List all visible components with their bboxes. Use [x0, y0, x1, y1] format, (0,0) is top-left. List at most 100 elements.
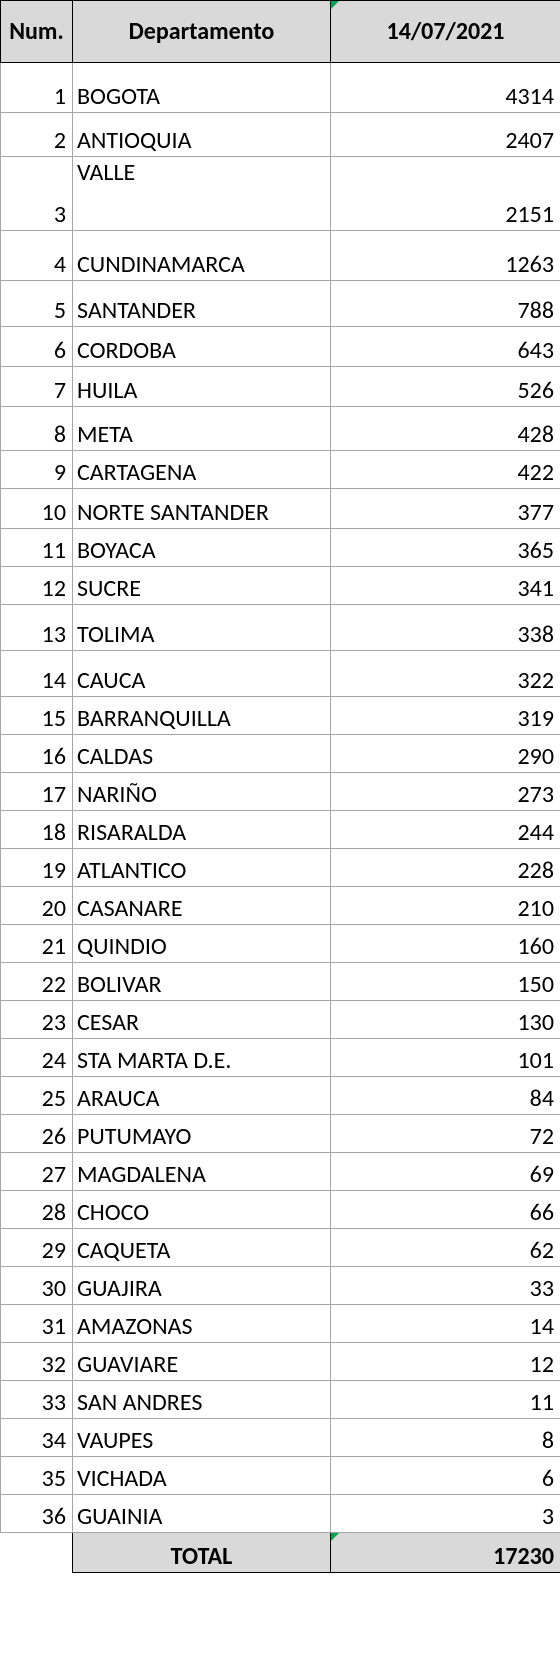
- table-row: 13TOLIMA338: [1, 605, 560, 651]
- cell-num: 33: [1, 1381, 73, 1419]
- cell-value: 273: [331, 773, 560, 811]
- cell-num: 14: [1, 651, 73, 697]
- cell-value: 150: [331, 963, 560, 1001]
- cell-departamento: CUNDINAMARCA: [73, 231, 331, 281]
- cell-num: 35: [1, 1457, 73, 1495]
- cell-departamento: SUCRE: [73, 567, 331, 605]
- cell-value: 338: [331, 605, 560, 651]
- cell-num: 2: [1, 113, 73, 157]
- table-row: 1BOGOTA4314: [1, 63, 560, 113]
- table-row: 19ATLANTICO228: [1, 849, 560, 887]
- cell-value: 422: [331, 451, 560, 489]
- table-row: 9CARTAGENA422: [1, 451, 560, 489]
- table-row: 29CAQUETA62: [1, 1229, 560, 1267]
- cell-value: 33: [331, 1267, 560, 1305]
- cell-departamento: ATLANTICO: [73, 849, 331, 887]
- cell-value: 84: [331, 1077, 560, 1115]
- cell-num: 29: [1, 1229, 73, 1267]
- cell-departamento: ARAUCA: [73, 1077, 331, 1115]
- cell-departamento: VAUPES: [73, 1419, 331, 1457]
- table-row: 10NORTE SANTANDER377: [1, 489, 560, 529]
- col-header-departamento: Departamento: [73, 1, 331, 63]
- cell-value: 377: [331, 489, 560, 529]
- col-header-num: Num.: [1, 1, 73, 63]
- cell-value: 322: [331, 651, 560, 697]
- table-row: 22BOLIVAR150: [1, 963, 560, 1001]
- cell-num: 25: [1, 1077, 73, 1115]
- cell-departamento: NORTE SANTANDER: [73, 489, 331, 529]
- cell-departamento: PUTUMAYO: [73, 1115, 331, 1153]
- cell-departamento: AMAZONAS: [73, 1305, 331, 1343]
- col-header-value: 14/07/2021: [331, 1, 560, 63]
- cell-value: 101: [331, 1039, 560, 1077]
- cell-departamento: HUILA: [73, 367, 331, 407]
- cell-departamento: VICHADA: [73, 1457, 331, 1495]
- table-row: 2ANTIOQUIA2407: [1, 113, 560, 157]
- table-row: 23CESAR130: [1, 1001, 560, 1039]
- cell-departamento: SANTANDER: [73, 281, 331, 327]
- cell-departamento: GUAINIA: [73, 1495, 331, 1533]
- cell-num: 19: [1, 849, 73, 887]
- cell-value: 4314: [331, 63, 560, 113]
- cell-value: 428: [331, 407, 560, 451]
- cell-num: 31: [1, 1305, 73, 1343]
- cell-departamento: GUAVIARE: [73, 1343, 331, 1381]
- cell-num: 17: [1, 773, 73, 811]
- cell-num: 11: [1, 529, 73, 567]
- table-row: 32GUAVIARE12: [1, 1343, 560, 1381]
- table-row: 28CHOCO66: [1, 1191, 560, 1229]
- cell-num: 26: [1, 1115, 73, 1153]
- cell-departamento: TOLIMA: [73, 605, 331, 651]
- cell-value: 12: [331, 1343, 560, 1381]
- cell-departamento: CAQUETA: [73, 1229, 331, 1267]
- cell-value: 69: [331, 1153, 560, 1191]
- cell-num: 12: [1, 567, 73, 605]
- cell-departamento: CHOCO: [73, 1191, 331, 1229]
- cell-value: 526: [331, 367, 560, 407]
- table-row: 18RISARALDA244: [1, 811, 560, 849]
- cell-num: 20: [1, 887, 73, 925]
- cell-departamento: GUAJIRA: [73, 1267, 331, 1305]
- cell-departamento: BOGOTA: [73, 63, 331, 113]
- cell-departamento: CORDOBA: [73, 327, 331, 367]
- cell-num: 21: [1, 925, 73, 963]
- cell-departamento: STA MARTA D.E.: [73, 1039, 331, 1077]
- cell-value: 2407: [331, 113, 560, 157]
- table-row: 14CAUCA322: [1, 651, 560, 697]
- cell-departamento: VALLE: [73, 157, 331, 231]
- cell-value: 210: [331, 887, 560, 925]
- table-row: 11BOYACA365: [1, 529, 560, 567]
- cell-departamento: NARIÑO: [73, 773, 331, 811]
- cell-num: 32: [1, 1343, 73, 1381]
- table-row: 12SUCRE341: [1, 567, 560, 605]
- table-row: 21QUINDIO160: [1, 925, 560, 963]
- table-row: 4CUNDINAMARCA1263: [1, 231, 560, 281]
- table-row: 3VALLE2151: [1, 157, 560, 231]
- cell-value: 14: [331, 1305, 560, 1343]
- table-row: 7HUILA526: [1, 367, 560, 407]
- cell-value: 1263: [331, 231, 560, 281]
- cell-departamento: CALDAS: [73, 735, 331, 773]
- table-row: 33SAN ANDRES11: [1, 1381, 560, 1419]
- cell-value: 3: [331, 1495, 560, 1533]
- table-row: 27MAGDALENA69: [1, 1153, 560, 1191]
- cell-num: 16: [1, 735, 73, 773]
- cell-departamento: ANTIOQUIA: [73, 113, 331, 157]
- cell-value: 643: [331, 327, 560, 367]
- cell-value: 6: [331, 1457, 560, 1495]
- cell-departamento: CARTAGENA: [73, 451, 331, 489]
- cell-departamento: META: [73, 407, 331, 451]
- cell-departamento: RISARALDA: [73, 811, 331, 849]
- table-row: 6CORDOBA643: [1, 327, 560, 367]
- cell-departamento: CAUCA: [73, 651, 331, 697]
- cell-value: 319: [331, 697, 560, 735]
- table-row: 15BARRANQUILLA319: [1, 697, 560, 735]
- cell-num: 1: [1, 63, 73, 113]
- cell-departamento: CASANARE: [73, 887, 331, 925]
- table-row: 26PUTUMAYO72: [1, 1115, 560, 1153]
- cell-value: 11: [331, 1381, 560, 1419]
- table-row: 8META428: [1, 407, 560, 451]
- cell-num: 30: [1, 1267, 73, 1305]
- cell-departamento: QUINDIO: [73, 925, 331, 963]
- table-row: 24STA MARTA D.E.101: [1, 1039, 560, 1077]
